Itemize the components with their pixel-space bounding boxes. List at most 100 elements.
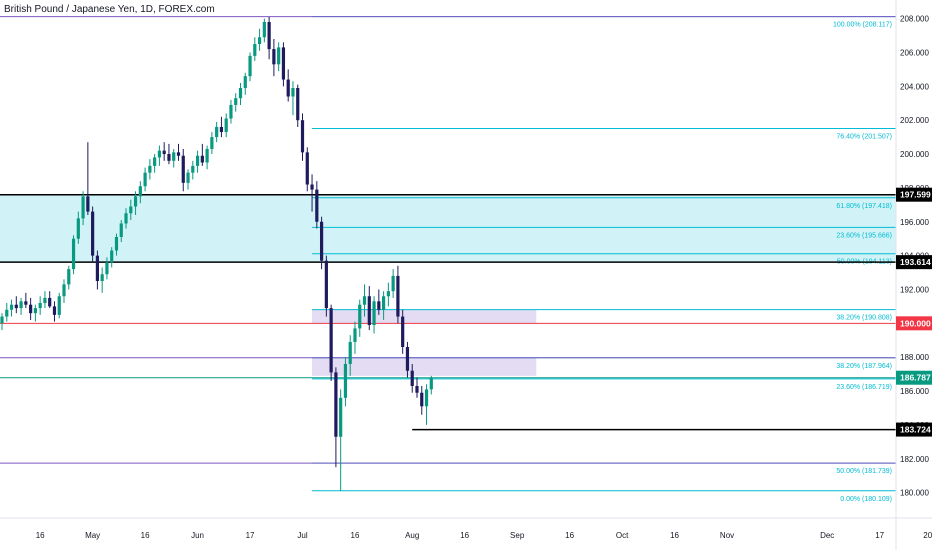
candle-body [0, 316, 4, 324]
candle-body [14, 304, 18, 309]
y-tick-label: 180.000 [900, 489, 929, 498]
candle-body [386, 291, 390, 297]
fib-label: 100.00% (208.117) [833, 22, 892, 29]
x-tick-label: 16 [36, 531, 45, 540]
candle-body [372, 301, 376, 326]
candle-body [200, 155, 204, 163]
fib-label: 38.20% (190.808) [836, 315, 892, 322]
candle-body [257, 37, 262, 45]
candle-body [129, 206, 133, 214]
candle-body [348, 341, 352, 364]
candle-body [215, 126, 219, 138]
fib-label: 76.40% (201.507) [836, 134, 892, 141]
y-tick-label: 182.000 [900, 455, 929, 464]
candle-body [176, 152, 181, 156]
candle-body [410, 370, 414, 386]
x-tick-label: 17 [875, 531, 884, 540]
candle-body [143, 172, 147, 187]
candle-body [210, 137, 214, 149]
x-tick-label: 16 [351, 531, 360, 540]
candle-body [405, 347, 410, 371]
candle-body [186, 172, 190, 183]
candle-body [76, 218, 80, 239]
chart-title: British Pound / Japanese Yen, 1D, FOREX.… [4, 4, 215, 15]
candle-body [429, 377, 433, 390]
candle-body [277, 47, 281, 65]
candle-body [286, 79, 290, 97]
candle-body [33, 308, 37, 314]
candle-body [358, 304, 362, 329]
candle-body [57, 296, 61, 315]
x-tick-label: Aug [405, 531, 419, 540]
y-tick-label: 208.000 [900, 15, 929, 24]
candle-body [362, 296, 367, 305]
candle-body [29, 304, 33, 314]
x-tick-label: 16 [141, 531, 150, 540]
candle-body [267, 22, 271, 50]
candle-body [396, 275, 400, 317]
candle-body [105, 262, 109, 275]
candle-body [243, 76, 247, 89]
candle-body [100, 274, 104, 282]
candle-body [67, 269, 71, 285]
candle-body [272, 49, 276, 65]
candle-body [133, 196, 138, 207]
candle-body [172, 152, 176, 161]
y-tick-label: 186.000 [900, 387, 929, 396]
candle-body [153, 157, 157, 166]
candle-body [353, 328, 357, 342]
x-tick-label: Dec [820, 531, 834, 540]
price-tag-label: 186.787 [900, 373, 931, 383]
candle-body [148, 165, 152, 173]
candle-body [86, 196, 90, 212]
candle-body [5, 309, 9, 317]
candle-body [305, 152, 309, 185]
candle-body [367, 296, 371, 326]
candle-body [343, 363, 348, 398]
candle-body [119, 223, 123, 237]
x-tick-label: Sep [510, 531, 525, 540]
candle-body [81, 196, 85, 219]
candle-body [224, 118, 228, 133]
x-tick-label: Nov [720, 531, 734, 540]
candle-body [48, 297, 52, 307]
y-tick-label: 204.000 [900, 82, 929, 91]
candle-body [181, 155, 185, 183]
candle-body [205, 148, 209, 163]
candle-body [52, 306, 57, 315]
x-tick-label: 16 [670, 531, 679, 540]
x-tick-label: 2025 [923, 531, 932, 540]
price-tag-label: 197.599 [900, 190, 931, 200]
candle-body [24, 301, 28, 305]
candle-body [71, 238, 76, 270]
y-tick-label: 188.000 [900, 353, 929, 362]
price-tag [896, 422, 932, 437]
price-tag-label: 190.000 [900, 318, 931, 328]
candle-body [310, 184, 314, 190]
candle-body [219, 126, 224, 133]
candle-body [124, 213, 128, 224]
candle-body [229, 104, 233, 119]
candle-body [424, 389, 429, 407]
x-tick-label: Oct [616, 531, 629, 540]
x-tick-label: 16 [565, 531, 574, 540]
candle-body [157, 150, 162, 158]
candle-body [167, 154, 171, 161]
y-tick-label: 206.000 [900, 48, 929, 57]
candle-body [62, 284, 66, 297]
candle-body [262, 22, 266, 38]
candle-body [315, 189, 319, 222]
candle-body [38, 303, 42, 309]
candle-body [391, 275, 395, 292]
candle-body [43, 297, 47, 304]
candle-body [195, 155, 200, 166]
candle-body [253, 44, 257, 56]
candle-body [110, 250, 114, 263]
candle-body [324, 260, 328, 309]
x-tick-label: Jul [297, 531, 307, 540]
candle-body [291, 88, 295, 97]
x-tick-label: Jun [191, 531, 204, 540]
x-tick-label: 17 [246, 531, 255, 540]
